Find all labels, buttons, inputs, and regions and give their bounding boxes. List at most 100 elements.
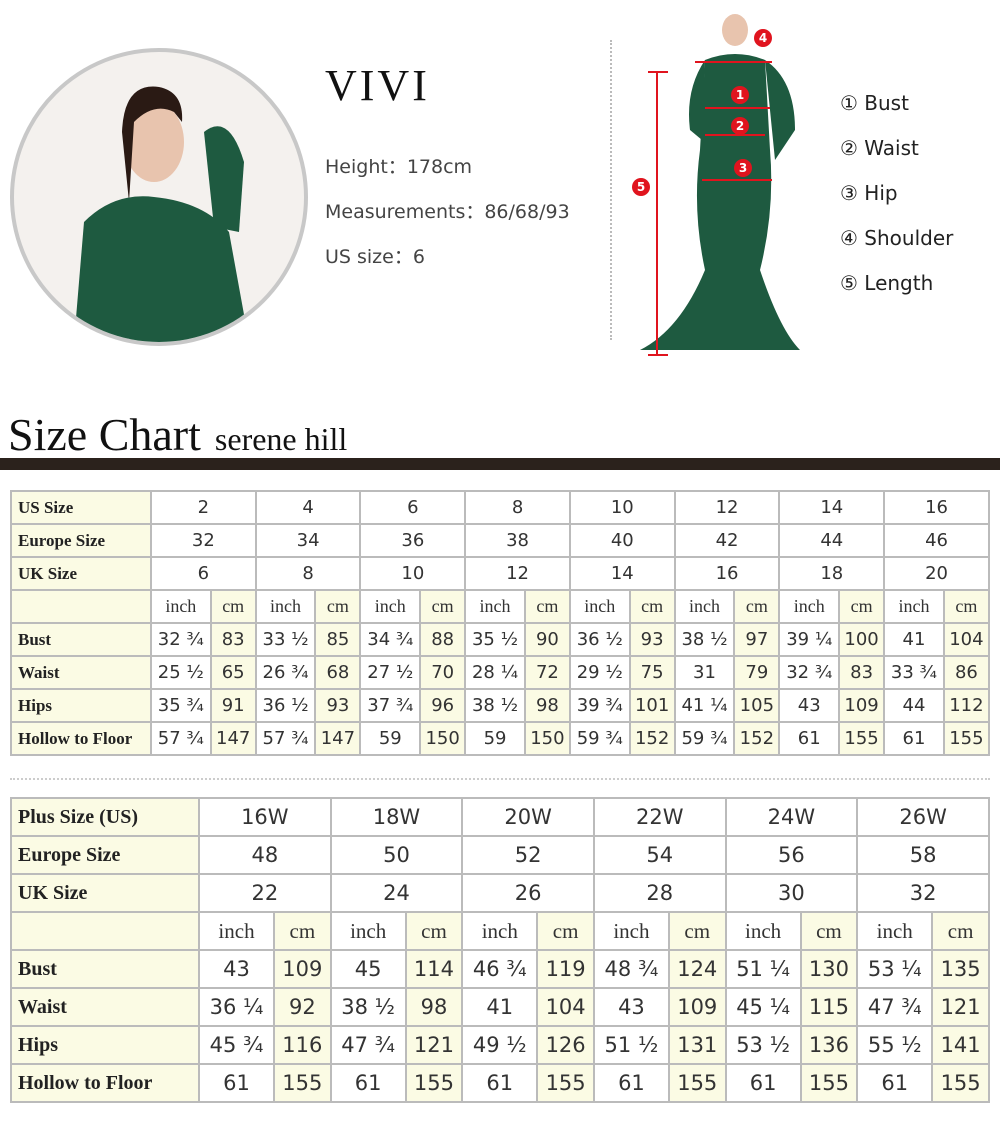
size-cell: 8 [254,556,362,591]
cm-value: 136 [799,1025,859,1065]
cm-value: 100 [838,622,886,657]
unit-inch: inch [592,911,670,951]
legend-hip: ③ Hip [840,181,898,205]
header-row: UK Size 6 8 10 12 14 16 18 20 [10,556,990,591]
cm-value: 155 [273,1063,332,1103]
cm-value: 96 [419,688,467,723]
size-cell: 24 [329,873,464,913]
model-name: VIVI [325,61,430,110]
size-cell: 30 [724,873,859,913]
cm-value: 109 [667,987,727,1027]
inch-value: 36 ¼ [197,987,276,1027]
cm-value: 93 [314,688,362,723]
size-cell: 6 [150,556,257,591]
unit-inch: inch [778,589,841,624]
inch-value: 53 ¼ [856,949,934,989]
cm-value: 112 [942,688,991,723]
cm-value: 155 [838,721,886,756]
inch-value: 55 ½ [856,1025,934,1065]
cm-value: 92 [273,987,332,1027]
unit-inch: inch [724,911,802,951]
unit-cm: cm [314,589,362,624]
cm-value: 150 [419,721,467,756]
size-cell: 14 [568,556,676,591]
cm-value: 147 [314,721,362,756]
cm-value: 72 [523,655,571,690]
unit-cm: cm [628,589,676,624]
inch-value: 33 ½ [254,622,317,657]
row-label: Bust [10,622,152,657]
inch-value: 48 ¾ [592,949,670,989]
inch-value: 38 ½ [673,622,736,657]
unit-cm: cm [273,911,332,951]
table-row: Bust 32 ¾ 83 33 ½ 85 34 ¾ 88 35 ½ 90 36 ½ 93 38 ½ 97… [10,622,991,657]
header-row: US Size 2 4 6 8 10 12 14 16 [10,490,990,525]
row-label: US Size [10,490,152,525]
row-label: Hips [10,688,152,723]
inch-value: 45 ¼ [724,987,802,1027]
cm-value: 104 [942,622,991,657]
inch-value: 59 ¾ [568,721,631,756]
inch-value: 31 [673,655,736,690]
cm-value: 109 [838,688,886,723]
table-row: Hollow to Floor 57 ¾ 147 57 ¾ 147 59 150 59 150 5… [10,721,991,756]
inch-value: 33 ¾ [883,655,945,690]
size-cell: 18 [778,556,886,591]
cm-value: 109 [273,949,332,989]
unit-cm: cm [404,911,464,951]
row-label: Bust [10,949,200,989]
marker-4: 4 [759,31,767,45]
inch-value: 41 [883,622,945,657]
inch-value: 43 [778,688,841,723]
cm-value: 155 [536,1063,595,1103]
inch-value: 61 [197,1063,276,1103]
unit-row: inch cm inch cm inch cm inch cm inch cm inch cm [10,911,990,951]
marker-1: 1 [736,88,744,102]
inch-value: 61 [461,1063,539,1103]
inch-value: 43 [197,949,276,989]
size-cell: 42 [673,523,781,558]
cm-value: 98 [523,688,571,723]
unit-inch: inch [568,589,631,624]
model-us-size: US size：6 [325,246,425,268]
cm-value: 131 [667,1025,727,1065]
legend-shoulder: ④ Shoulder [840,226,954,250]
size-cell: 58 [856,835,990,875]
cm-value: 114 [404,949,464,989]
row-label: Europe Size [10,835,200,875]
table-row: Hips 45 ¾ 116 47 ¾ 121 49 ½ 126 51 ½ 131 53 ½ 136 5… [10,1025,990,1065]
size-cell: 34 [254,523,362,558]
inch-value: 57 ¾ [254,721,317,756]
cm-value: 155 [404,1063,464,1103]
inch-value: 26 ¾ [254,655,317,690]
inch-value: 41 ¼ [673,688,736,723]
inch-value: 61 [778,721,841,756]
unit-inch: inch [856,911,934,951]
unit-cm: cm [942,589,991,624]
cm-value: 68 [314,655,362,690]
legend-bust: ① Bust [840,91,909,115]
row-label: Waist [10,655,152,690]
inch-value: 61 [329,1063,407,1103]
unit-inch: inch [150,589,212,624]
size-cell: 2 [150,490,257,525]
cm-value: 150 [523,721,571,756]
cm-value: 85 [314,622,362,657]
cm-value: 130 [799,949,859,989]
dotted-divider [10,778,990,780]
row-label: UK Size [10,873,200,913]
inch-value: 25 ½ [150,655,212,690]
inch-value: 47 ¾ [856,987,934,1027]
inch-value: 46 ¾ [461,949,539,989]
inch-value: 38 ½ [329,987,407,1027]
cm-value: 88 [419,622,467,657]
size-cell: 22W [592,797,727,837]
size-cell: 28 [592,873,727,913]
unit-cm: cm [523,589,571,624]
inch-value: 51 ¼ [724,949,802,989]
unit-cm: cm [209,589,257,624]
size-cell: 26 [461,873,595,913]
unit-cm: cm [931,911,990,951]
row-label: Europe Size [10,523,152,558]
inch-value: 28 ¼ [464,655,526,690]
